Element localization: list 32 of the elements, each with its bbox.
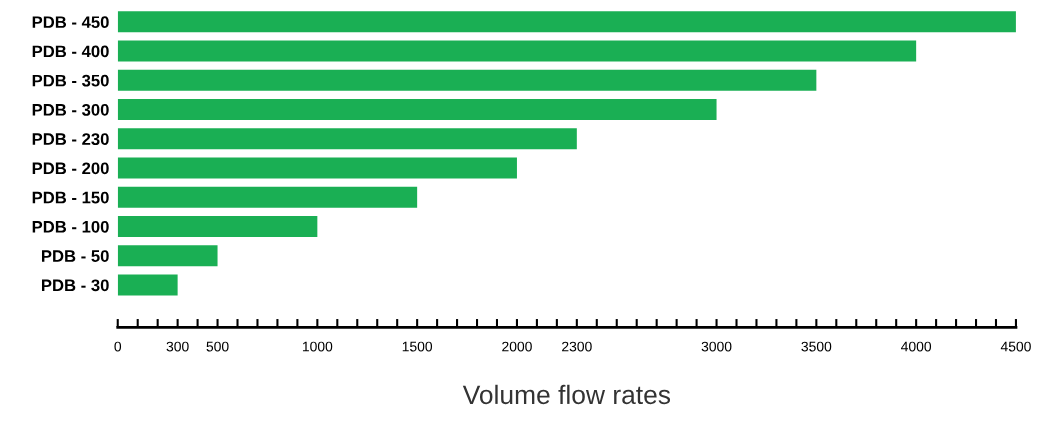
y-tick-label: PDB - 230 bbox=[32, 133, 109, 146]
bar bbox=[117, 157, 517, 179]
y-tick-label: PDB - 300 bbox=[32, 103, 109, 116]
bar bbox=[117, 99, 717, 121]
bar bbox=[117, 69, 817, 91]
bar bbox=[117, 215, 318, 238]
x-tick-label: 300 bbox=[166, 341, 189, 352]
y-tick-label: PDB - 450 bbox=[32, 16, 109, 29]
y-tick-label: PDB - 100 bbox=[32, 220, 109, 233]
bar bbox=[117, 245, 218, 267]
x-tick-label: 2300 bbox=[562, 341, 592, 352]
y-tick-label: PDB - 30 bbox=[41, 279, 109, 292]
bar bbox=[117, 274, 178, 296]
y-tick-label: PDB - 400 bbox=[32, 45, 109, 58]
x-tick-label: 500 bbox=[206, 341, 229, 352]
y-tick-label: PDB - 200 bbox=[32, 162, 109, 175]
y-tick-label: PDB - 150 bbox=[32, 191, 109, 204]
bar bbox=[117, 186, 418, 208]
x-tick-label: 2000 bbox=[502, 341, 532, 352]
x-tick-label: 4500 bbox=[1000, 341, 1031, 352]
x-tick-label: 1000 bbox=[302, 341, 333, 352]
bar bbox=[117, 11, 1016, 33]
x-tick-label: 3500 bbox=[801, 341, 832, 352]
x-tick-label: 3000 bbox=[701, 341, 732, 352]
x-tick-label: 0 bbox=[114, 341, 122, 352]
bar bbox=[117, 128, 577, 150]
bar bbox=[117, 40, 917, 62]
y-tick-label: PDB - 350 bbox=[32, 74, 109, 87]
x-tick-label: 1500 bbox=[402, 341, 433, 352]
y-tick-label: PDB - 50 bbox=[41, 250, 109, 262]
x-axis-title: Volume flow rates bbox=[462, 384, 671, 405]
x-tick-label: 4000 bbox=[901, 341, 932, 352]
